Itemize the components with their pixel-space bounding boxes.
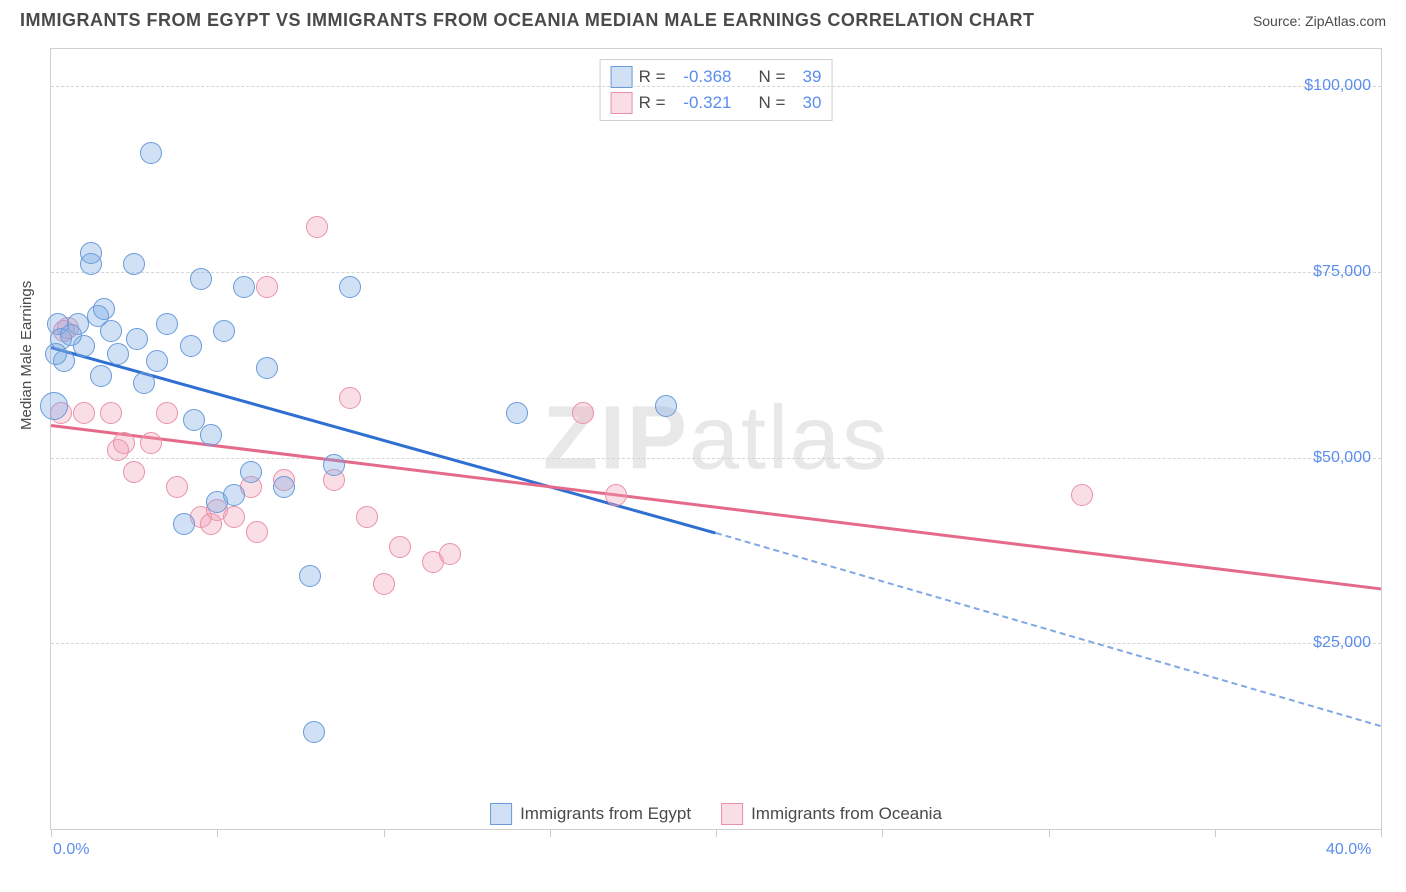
data-point-egypt <box>173 513 195 535</box>
data-point-oceania <box>223 506 245 528</box>
x-tick <box>1215 829 1216 837</box>
data-point-oceania <box>306 216 328 238</box>
legend-item-egypt: Immigrants from Egypt <box>490 803 691 825</box>
data-point-egypt <box>156 313 178 335</box>
swatch-egypt <box>611 66 633 88</box>
data-point-oceania <box>156 402 178 424</box>
y-tick-label: $50,000 <box>1313 449 1371 467</box>
x-tick <box>716 829 717 837</box>
data-point-egypt <box>339 276 361 298</box>
data-point-oceania <box>140 432 162 454</box>
gridline <box>51 643 1381 644</box>
y-axis-label: Median Male Earnings <box>18 281 35 430</box>
data-point-egypt <box>126 328 148 350</box>
data-point-egypt <box>146 350 168 372</box>
data-point-egypt <box>273 476 295 498</box>
x-tick <box>550 829 551 837</box>
y-tick-label: $25,000 <box>1313 634 1371 652</box>
source-label: Source: ZipAtlas.com <box>1253 13 1386 29</box>
data-point-egypt <box>180 335 202 357</box>
data-point-oceania <box>389 536 411 558</box>
data-point-oceania <box>572 402 594 424</box>
swatch-oceania <box>611 92 633 114</box>
data-point-egypt <box>655 395 677 417</box>
gridline <box>51 272 1381 273</box>
data-point-oceania <box>123 461 145 483</box>
data-point-egypt <box>183 409 205 431</box>
watermark: ZIPatlas <box>543 388 889 491</box>
data-point-egypt <box>107 343 129 365</box>
data-point-oceania <box>1071 484 1093 506</box>
data-point-egypt <box>240 461 262 483</box>
trend-line <box>716 532 1382 727</box>
data-point-egypt <box>123 253 145 275</box>
data-point-egypt <box>299 565 321 587</box>
data-point-oceania <box>256 276 278 298</box>
y-tick-label: $75,000 <box>1313 263 1371 281</box>
legend-row-oceania: R = -0.321 N = 30 <box>611 90 822 116</box>
gridline <box>51 458 1381 459</box>
n-value-egypt: 39 <box>791 67 821 87</box>
data-point-egypt <box>133 372 155 394</box>
data-point-egypt <box>323 454 345 476</box>
data-point-oceania <box>246 521 268 543</box>
data-point-egypt <box>80 242 102 264</box>
x-tick-label: 40.0% <box>1326 841 1371 859</box>
data-point-egypt <box>100 320 122 342</box>
data-point-oceania <box>605 484 627 506</box>
r-value-egypt: -0.368 <box>672 67 732 87</box>
x-tick <box>217 829 218 837</box>
data-point-oceania <box>339 387 361 409</box>
x-tick <box>882 829 883 837</box>
data-point-egypt <box>303 721 325 743</box>
x-tick <box>384 829 385 837</box>
correlation-legend: R = -0.368 N = 39 R = -0.321 N = 30 <box>600 59 833 121</box>
data-point-oceania <box>356 506 378 528</box>
legend-item-oceania: Immigrants from Oceania <box>721 803 942 825</box>
chart-plot-area: ZIPatlas R = -0.368 N = 39 R = -0.321 N … <box>50 48 1382 830</box>
series-legend: Immigrants from Egypt Immigrants from Oc… <box>490 803 942 825</box>
data-point-oceania <box>100 402 122 424</box>
data-point-egypt <box>45 343 67 365</box>
gridline <box>51 86 1381 87</box>
data-point-egypt <box>60 324 82 346</box>
data-point-egypt <box>213 320 235 342</box>
data-point-egypt <box>233 276 255 298</box>
data-point-egypt <box>40 392 68 420</box>
data-point-egypt <box>93 298 115 320</box>
data-point-oceania <box>373 573 395 595</box>
data-point-oceania <box>166 476 188 498</box>
swatch-egypt-bottom <box>490 803 512 825</box>
r-value-oceania: -0.321 <box>672 93 732 113</box>
n-value-oceania: 30 <box>791 93 821 113</box>
swatch-oceania-bottom <box>721 803 743 825</box>
data-point-egypt <box>200 424 222 446</box>
data-point-egypt <box>506 402 528 424</box>
trend-line <box>51 424 1381 590</box>
data-point-egypt <box>256 357 278 379</box>
data-point-egypt <box>90 365 112 387</box>
data-point-oceania <box>113 432 135 454</box>
x-tick <box>1381 829 1382 837</box>
data-point-oceania <box>439 543 461 565</box>
y-tick-label: $100,000 <box>1304 77 1371 95</box>
data-point-egypt <box>223 484 245 506</box>
data-point-egypt <box>190 268 212 290</box>
chart-title: IMMIGRANTS FROM EGYPT VS IMMIGRANTS FROM… <box>20 10 1034 31</box>
data-point-egypt <box>140 142 162 164</box>
x-tick <box>51 829 52 837</box>
x-tick-label: 0.0% <box>53 841 89 859</box>
data-point-oceania <box>73 402 95 424</box>
x-tick <box>1049 829 1050 837</box>
